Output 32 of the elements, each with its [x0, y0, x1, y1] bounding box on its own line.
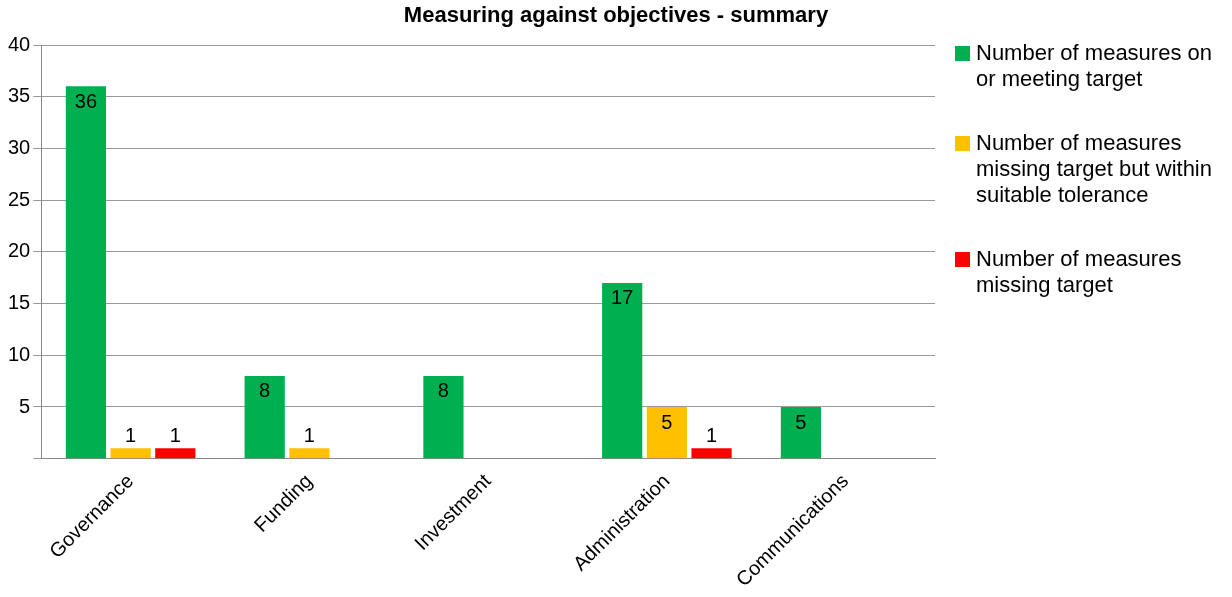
- data-label: 1: [125, 423, 137, 446]
- y-tick-label: 40: [8, 32, 31, 55]
- bar: [646, 407, 687, 459]
- data-label: 8: [437, 379, 449, 402]
- data-label: 17: [611, 286, 634, 309]
- y-tick-label: 20: [8, 239, 31, 262]
- legend-label: Number of measures missing target but within suitable tolerance: [976, 130, 1213, 208]
- bar: [423, 375, 464, 459]
- legend-label: Number of measures on or meeting target: [976, 40, 1213, 92]
- bar: [110, 448, 151, 459]
- y-tick-label: 25: [8, 187, 31, 210]
- bar: [780, 407, 822, 459]
- bar: [691, 448, 732, 459]
- y-tick-label: 10: [8, 342, 31, 365]
- bar: [602, 282, 643, 459]
- y-tick-label: 5: [19, 394, 31, 417]
- data-label: 1: [706, 423, 718, 446]
- y-tick-label: 15: [8, 291, 31, 314]
- data-label: 36: [74, 89, 98, 112]
- bar: [289, 448, 330, 459]
- data-label: 1: [169, 423, 181, 446]
- data-label: 8: [259, 379, 271, 402]
- data-label: 5: [661, 410, 673, 433]
- y-tick-label: 35: [8, 84, 31, 107]
- bar: [65, 86, 107, 459]
- y-tick-label: 30: [8, 135, 31, 158]
- data-label: 1: [303, 423, 315, 446]
- bar: [244, 375, 285, 459]
- bar: [155, 448, 196, 459]
- legend-label: Number of measures missing target: [976, 246, 1183, 298]
- data-label: 5: [795, 410, 807, 433]
- chart-title: Measuring against objectives - summary: [402, 2, 830, 28]
